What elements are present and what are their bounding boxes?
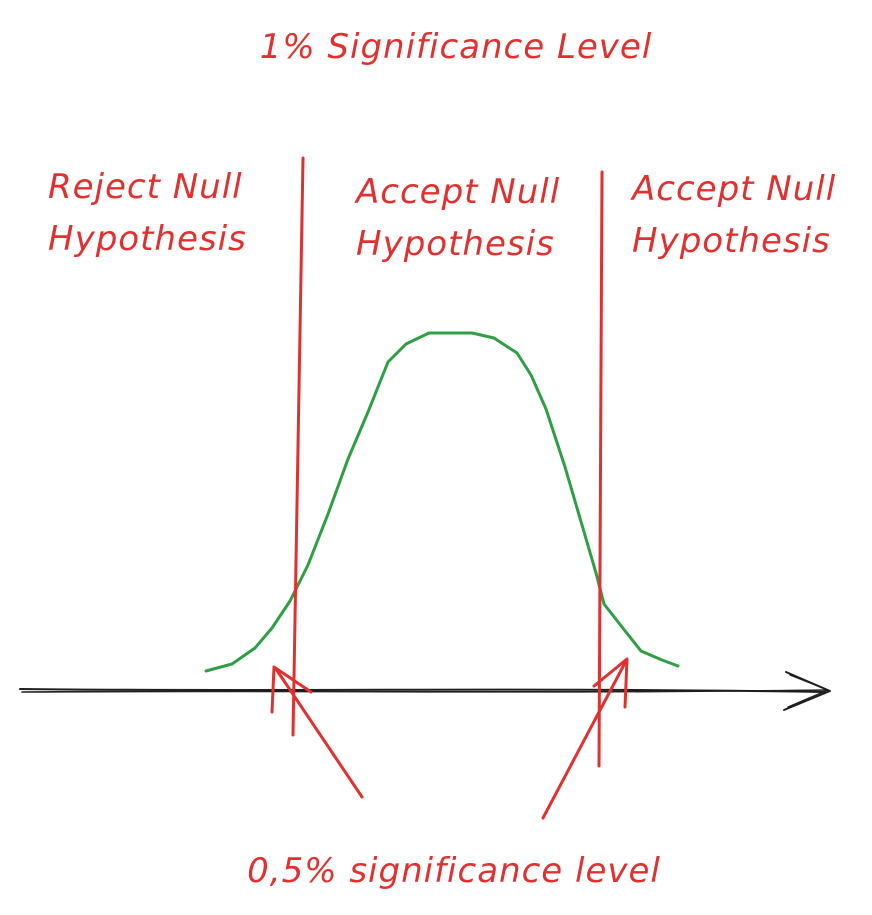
diagram-title: 1% Significance Level (260, 27, 653, 67)
footer-label: 0,5% significance level (247, 851, 661, 891)
x-axis (19, 671, 831, 711)
region-label-reject-line-2: Hypothesis (48, 219, 247, 259)
pointer-arrow-right (541, 657, 629, 820)
region-label-accept-middle-line-2: Hypothesis (356, 224, 555, 264)
region-label-reject: Reject Null Hypothesis (48, 167, 247, 259)
critical-line-right (597, 170, 604, 768)
region-label-accept-right-line-2: Hypothesis (632, 221, 831, 261)
region-label-accept-right: Accept Null Hypothesis (630, 169, 836, 261)
pointer-arrow-left (270, 665, 364, 799)
region-label-reject-line-1: Reject Null (48, 167, 243, 207)
critical-line-left (291, 156, 305, 737)
axis-arrowhead (783, 671, 831, 711)
region-label-accept-middle: Accept Null Hypothesis (354, 172, 560, 264)
region-label-accept-middle-line-1: Accept Null (354, 172, 560, 212)
bell-curve (204, 331, 680, 673)
region-label-accept-right-line-1: Accept Null (630, 169, 836, 209)
